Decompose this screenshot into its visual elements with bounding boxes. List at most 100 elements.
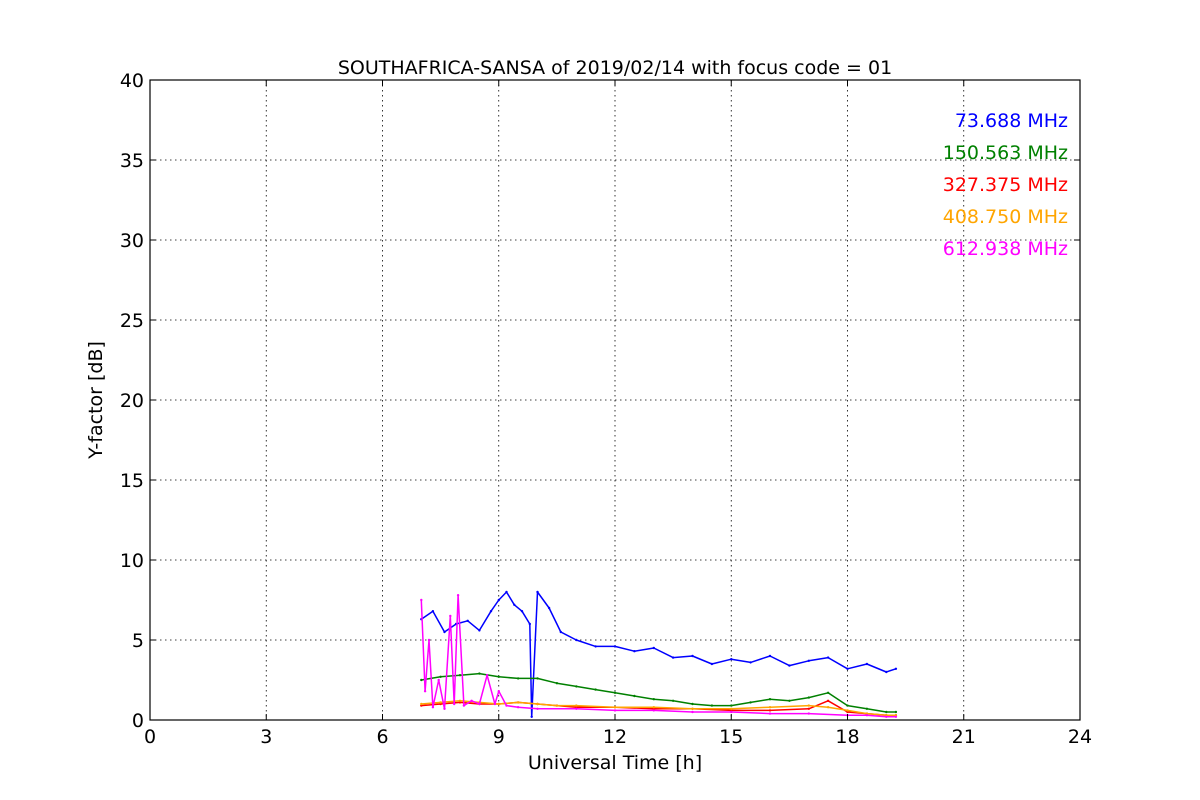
data-point <box>520 610 524 613</box>
data-point <box>528 622 531 626</box>
y-tick-labels: 0 5 10 15 20 25 30 35 40 <box>120 70 144 732</box>
data-point <box>768 712 772 715</box>
x-tick-label: 18 <box>835 726 859 748</box>
data-point <box>768 709 772 712</box>
data-point <box>456 594 460 597</box>
data-point <box>691 702 694 706</box>
y-tick-label: 15 <box>120 470 144 492</box>
data-point <box>458 674 462 677</box>
data-point <box>555 704 559 707</box>
grid <box>150 80 1080 720</box>
x-tick-label: 0 <box>144 726 156 748</box>
data-point <box>894 715 898 718</box>
data-point <box>458 699 462 702</box>
data-point <box>807 704 810 707</box>
y-tick-label: 35 <box>120 150 144 172</box>
data-point <box>437 678 440 682</box>
data-point <box>652 646 655 650</box>
data-point <box>807 712 810 715</box>
data-point <box>575 707 578 710</box>
data-point <box>420 678 423 682</box>
x-tick-label: 9 <box>493 726 505 748</box>
data-point <box>466 619 469 622</box>
data-point <box>846 709 849 712</box>
data-point <box>894 667 898 670</box>
series-line <box>420 591 897 718</box>
data-point <box>730 658 733 661</box>
x-tick-label: 6 <box>376 726 388 748</box>
data-point <box>439 675 442 678</box>
data-point <box>691 710 694 714</box>
y-tick-label: 25 <box>120 310 144 332</box>
data-point <box>555 682 559 685</box>
data-point <box>613 645 617 648</box>
data-point <box>478 672 481 675</box>
data-point <box>652 706 655 709</box>
data-point <box>594 688 597 691</box>
data-point <box>449 614 452 618</box>
data-point <box>516 701 520 704</box>
data-point <box>575 685 578 688</box>
data-point <box>530 715 533 718</box>
data-point <box>691 654 694 658</box>
data-point <box>885 670 888 674</box>
data-point <box>439 701 442 704</box>
series-layer <box>420 590 898 718</box>
data-point <box>505 590 508 594</box>
y-tick-label: 10 <box>120 550 144 572</box>
data-point <box>489 610 493 613</box>
data-point <box>691 707 694 710</box>
axis-ticks <box>149 79 1081 721</box>
data-point <box>652 698 655 701</box>
data-point <box>547 606 551 610</box>
y-tick-label: 5 <box>132 630 144 652</box>
data-point <box>420 702 423 706</box>
series-line <box>421 700 896 716</box>
data-point <box>431 706 435 709</box>
data-point <box>536 707 539 710</box>
data-point <box>768 698 772 701</box>
y-tick-label: 20 <box>120 390 144 412</box>
data-point <box>768 706 772 709</box>
data-point <box>730 710 733 714</box>
data-point <box>768 654 772 658</box>
data-point <box>443 630 446 634</box>
data-point <box>516 706 520 709</box>
data-point <box>493 702 497 706</box>
data-point <box>633 650 636 653</box>
data-point <box>427 638 431 642</box>
data-point <box>730 707 733 710</box>
data-point <box>497 675 500 678</box>
data-point <box>885 710 888 714</box>
data-point <box>505 704 508 707</box>
data-point <box>462 704 466 707</box>
x-tick-labels: 0 3 6 9 12 15 18 21 24 <box>144 726 1092 748</box>
legend-entry: 612.938 MHz <box>943 238 1068 260</box>
series-line <box>420 594 896 718</box>
data-point <box>478 702 481 706</box>
legend-entry: 73.688 MHz <box>955 110 1068 132</box>
data-point <box>894 710 898 714</box>
data-point <box>846 704 849 707</box>
data-point <box>575 704 578 707</box>
data-point <box>497 598 500 602</box>
series-612-938-mhz <box>420 594 898 718</box>
data-point <box>865 714 869 717</box>
data-point <box>613 709 617 712</box>
data-point <box>826 706 830 709</box>
x-tick-label: 3 <box>260 726 272 748</box>
data-point <box>865 662 869 666</box>
data-point <box>633 694 636 698</box>
x-tick-label: 24 <box>1068 726 1092 748</box>
data-point <box>431 610 435 613</box>
data-point <box>788 664 791 667</box>
data-point <box>513 603 516 606</box>
data-point <box>826 691 830 694</box>
data-point <box>536 702 539 706</box>
data-point <box>478 629 481 632</box>
data-point <box>826 699 830 702</box>
data-point <box>730 704 733 707</box>
data-point <box>497 702 500 706</box>
legend-entry: 150.563 MHz <box>943 142 1068 164</box>
